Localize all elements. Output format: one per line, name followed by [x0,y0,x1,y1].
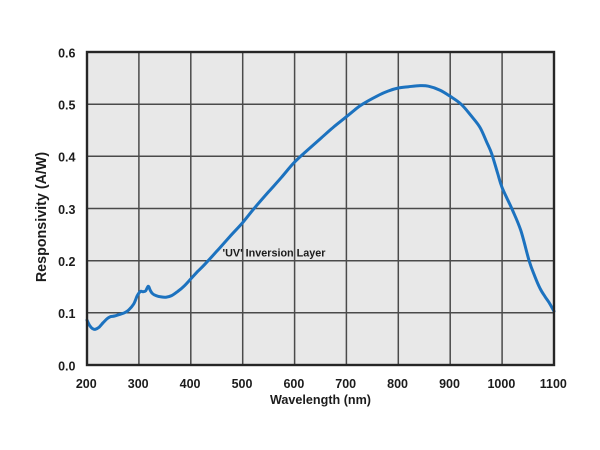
svg-text:500: 500 [232,377,253,391]
svg-text:600: 600 [283,377,304,391]
svg-text:0.2: 0.2 [58,255,75,269]
svg-text:200: 200 [76,377,97,391]
svg-text:900: 900 [439,377,460,391]
svg-text:'UV' Inversion Layer: 'UV' Inversion Layer [223,247,327,259]
svg-text:700: 700 [335,377,356,391]
svg-text:1000: 1000 [487,377,515,391]
svg-text:300: 300 [128,377,149,391]
svg-text:0.3: 0.3 [58,203,75,217]
svg-text:0.5: 0.5 [58,99,75,113]
svg-text:0.6: 0.6 [58,46,75,60]
svg-text:Wavelength (nm): Wavelength (nm) [270,393,371,407]
svg-text:400: 400 [180,377,201,391]
svg-text:0.1: 0.1 [58,307,75,321]
svg-text:Responsivity (A/W): Responsivity (A/W) [34,152,50,283]
svg-text:800: 800 [387,377,408,391]
svg-text:1100: 1100 [540,377,567,391]
svg-text:0.0: 0.0 [58,359,75,373]
svg-text:0.4: 0.4 [58,151,75,165]
